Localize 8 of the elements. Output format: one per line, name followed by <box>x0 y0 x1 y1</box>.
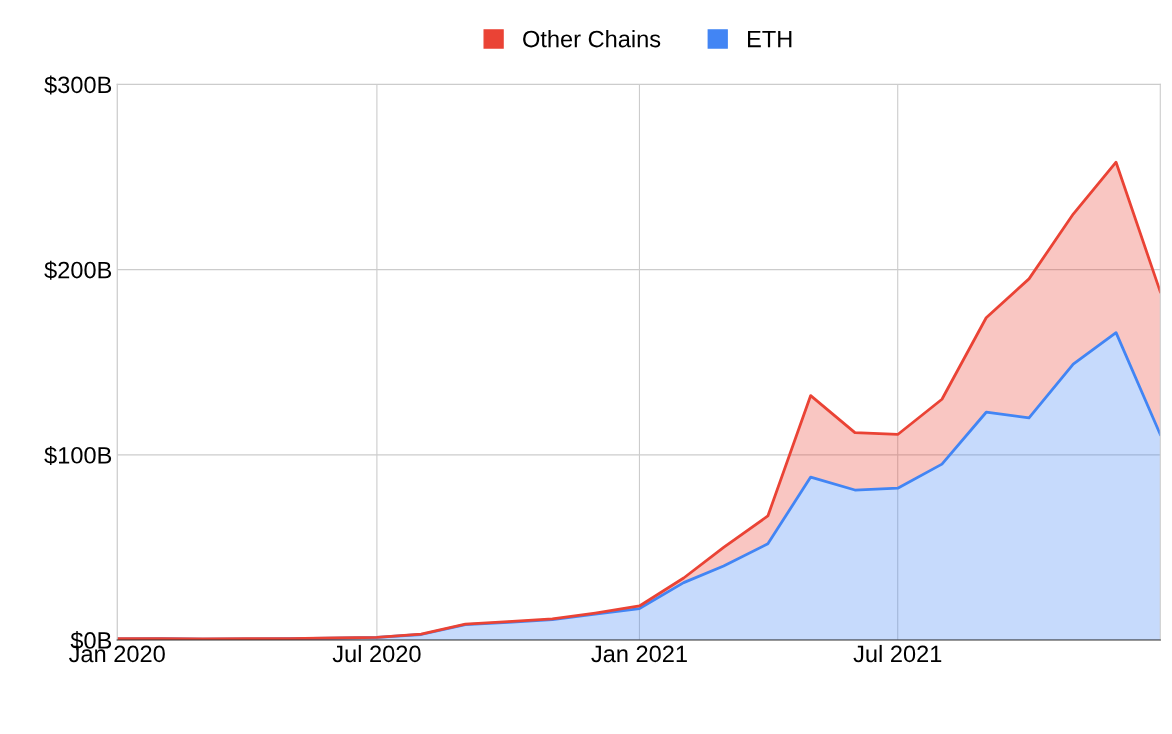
legend-label: ETH <box>748 30 792 48</box>
legend-label: Other Chains <box>523 30 661 48</box>
y-tick-label: $100B <box>44 445 112 466</box>
x-tick-label: Jul 2021 <box>853 644 942 663</box>
y-tick-label: $300B <box>44 75 112 95</box>
x-tick-label: Jan 2021 <box>591 645 687 663</box>
x-tick-label: Jul 2020 <box>332 644 421 663</box>
y-tick-label: $200B <box>44 260 112 280</box>
